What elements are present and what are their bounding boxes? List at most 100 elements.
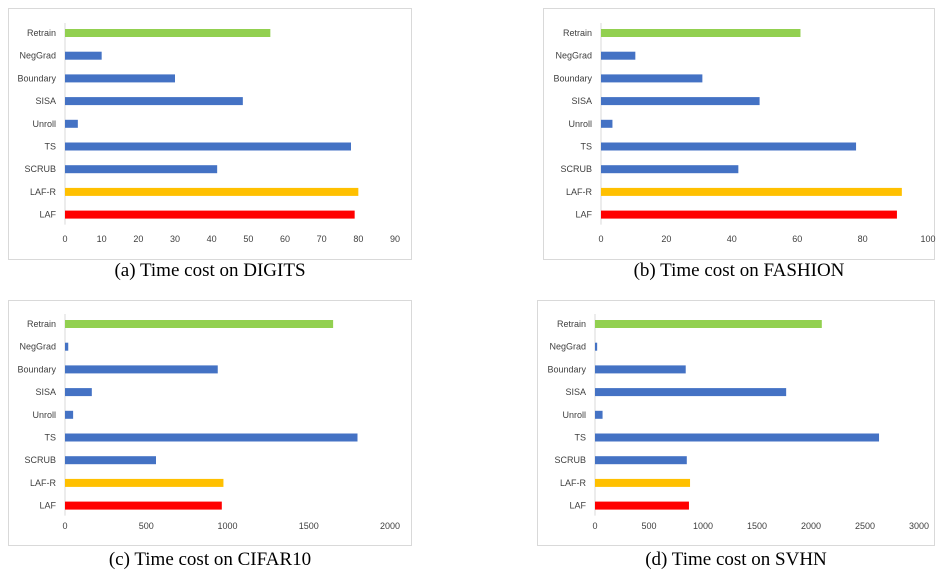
category-label-laf: LAF <box>575 210 592 220</box>
x-tick-label: 1500 <box>299 521 319 531</box>
category-label-scrub: SCRUB <box>554 455 586 465</box>
chart-panel-fashion: Retrain NegGrad Boundary SISA Unroll TS SCRUB L… <box>543 8 937 260</box>
category-label-retrain: Retrain <box>557 319 586 329</box>
chart-panel-svhn: Retrain NegGrad Boundary SISA Unroll TS SCRUB L… <box>537 300 937 546</box>
bar-boundary <box>601 74 703 83</box>
x-tick-label: 90 <box>390 234 400 244</box>
bar-laf <box>595 501 689 510</box>
category-label-neggrad: NegGrad <box>555 51 592 61</box>
x-tick-label: 60 <box>280 234 290 244</box>
category-label-sisa: SISA <box>565 387 586 397</box>
x-tick-label: 1000 <box>693 521 713 531</box>
category-label-neggrad: NegGrad <box>549 342 586 352</box>
caption-digits: (a) Time cost on DIGITS <box>114 260 306 281</box>
x-tick-label: 2500 <box>855 521 875 531</box>
bar-scrub <box>65 456 156 465</box>
x-tick-label: 70 <box>317 234 327 244</box>
bar-laf-r <box>595 478 691 487</box>
category-label-boundary: Boundary <box>17 364 56 374</box>
bar-unroll <box>65 410 74 419</box>
x-tick-label: 80 <box>353 234 363 244</box>
category-label-neggrad: NegGrad <box>19 342 56 352</box>
x-tick-label: 0 <box>62 234 67 244</box>
x-tick-label: 500 <box>139 521 154 531</box>
bar-neggrad <box>65 51 102 60</box>
chart-cifar10: Retrain NegGrad Boundary SISA Unroll TS SCRUB L… <box>17 314 400 531</box>
category-label-scrub: SCRUB <box>560 164 592 174</box>
bar-sisa <box>601 97 760 106</box>
bar-laf <box>65 210 355 219</box>
x-tick-label: 0 <box>598 234 603 244</box>
category-label-laf-r: LAF-R <box>560 478 587 488</box>
category-label-laf-r: LAF-R <box>30 478 57 488</box>
x-tick-label: 3000 <box>909 521 929 531</box>
category-label-laf: LAF <box>39 501 56 511</box>
x-tick-label: 80 <box>858 234 868 244</box>
bar-retrain <box>65 29 271 37</box>
bar-retrain <box>595 320 822 328</box>
category-label-unroll: Unroll <box>32 119 56 129</box>
bar-scrub <box>65 165 218 174</box>
category-label-laf: LAF <box>39 210 56 220</box>
chart-panel-digits: Retrain NegGrad Boundary SISA Unroll TS SCRUB L… <box>8 8 412 260</box>
category-label-laf: LAF <box>569 501 586 511</box>
caption-svhn: (d) Time cost on SVHN <box>645 549 827 570</box>
bar-sisa <box>65 388 92 397</box>
bar-ts <box>65 142 351 151</box>
x-tick-label: 20 <box>661 234 671 244</box>
bar-laf-r <box>65 478 224 487</box>
bar-retrain <box>601 29 801 37</box>
category-label-retrain: Retrain <box>27 28 56 38</box>
chart-svhn: Retrain NegGrad Boundary SISA Unroll TS SCRUB L… <box>547 314 929 531</box>
x-tick-label: 20 <box>133 234 143 244</box>
bar-laf-r <box>65 187 359 196</box>
bar-ts <box>601 142 857 151</box>
category-label-neggrad: NegGrad <box>19 51 56 61</box>
category-label-laf-r: LAF-R <box>566 187 593 197</box>
x-tick-label: 1500 <box>747 521 767 531</box>
x-tick-label: 100 <box>920 234 935 244</box>
bar-neggrad <box>65 342 69 351</box>
bar-boundary <box>595 365 686 374</box>
bar-laf <box>65 501 222 510</box>
x-tick-label: 40 <box>207 234 217 244</box>
bar-laf-r <box>601 187 902 196</box>
category-label-unroll: Unroll <box>562 410 586 420</box>
bar-retrain <box>65 320 334 328</box>
chart-panel-cifar10: Retrain NegGrad Boundary SISA Unroll TS SCRUB L… <box>8 300 412 546</box>
x-tick-label: 40 <box>727 234 737 244</box>
caption-cifar10: (c) Time cost on CIFAR10 <box>108 549 312 570</box>
bar-boundary <box>65 365 218 374</box>
bar-neggrad <box>595 342 598 351</box>
bar-unroll <box>601 119 613 128</box>
category-label-scrub: SCRUB <box>24 455 56 465</box>
x-tick-label: 0 <box>592 521 597 531</box>
x-tick-label: 2000 <box>380 521 400 531</box>
x-tick-label: 0 <box>62 521 67 531</box>
category-label-ts: TS <box>574 433 586 443</box>
category-label-laf-r: LAF-R <box>30 187 57 197</box>
category-label-boundary: Boundary <box>553 73 592 83</box>
bar-unroll <box>595 410 603 419</box>
bar-ts <box>65 433 358 442</box>
category-label-boundary: Boundary <box>17 73 56 83</box>
bar-scrub <box>595 456 687 465</box>
category-label-ts: TS <box>44 142 56 152</box>
category-label-sisa: SISA <box>35 387 56 397</box>
category-label-scrub: SCRUB <box>24 164 56 174</box>
category-label-ts: TS <box>44 433 56 443</box>
bar-scrub <box>601 165 739 174</box>
chart-fashion: Retrain NegGrad Boundary SISA Unroll TS SCRUB L… <box>553 23 936 244</box>
bar-ts <box>595 433 880 442</box>
category-label-ts: TS <box>580 142 592 152</box>
bar-boundary <box>65 74 175 83</box>
x-tick-label: 1000 <box>217 521 237 531</box>
bar-sisa <box>65 97 243 106</box>
category-label-sisa: SISA <box>571 96 592 106</box>
x-tick-label: 50 <box>243 234 253 244</box>
category-label-retrain: Retrain <box>27 319 56 329</box>
bar-neggrad <box>601 51 636 60</box>
bar-laf <box>601 210 897 219</box>
category-label-unroll: Unroll <box>568 119 592 129</box>
caption-fashion: (b) Time cost on FASHION <box>633 260 845 281</box>
